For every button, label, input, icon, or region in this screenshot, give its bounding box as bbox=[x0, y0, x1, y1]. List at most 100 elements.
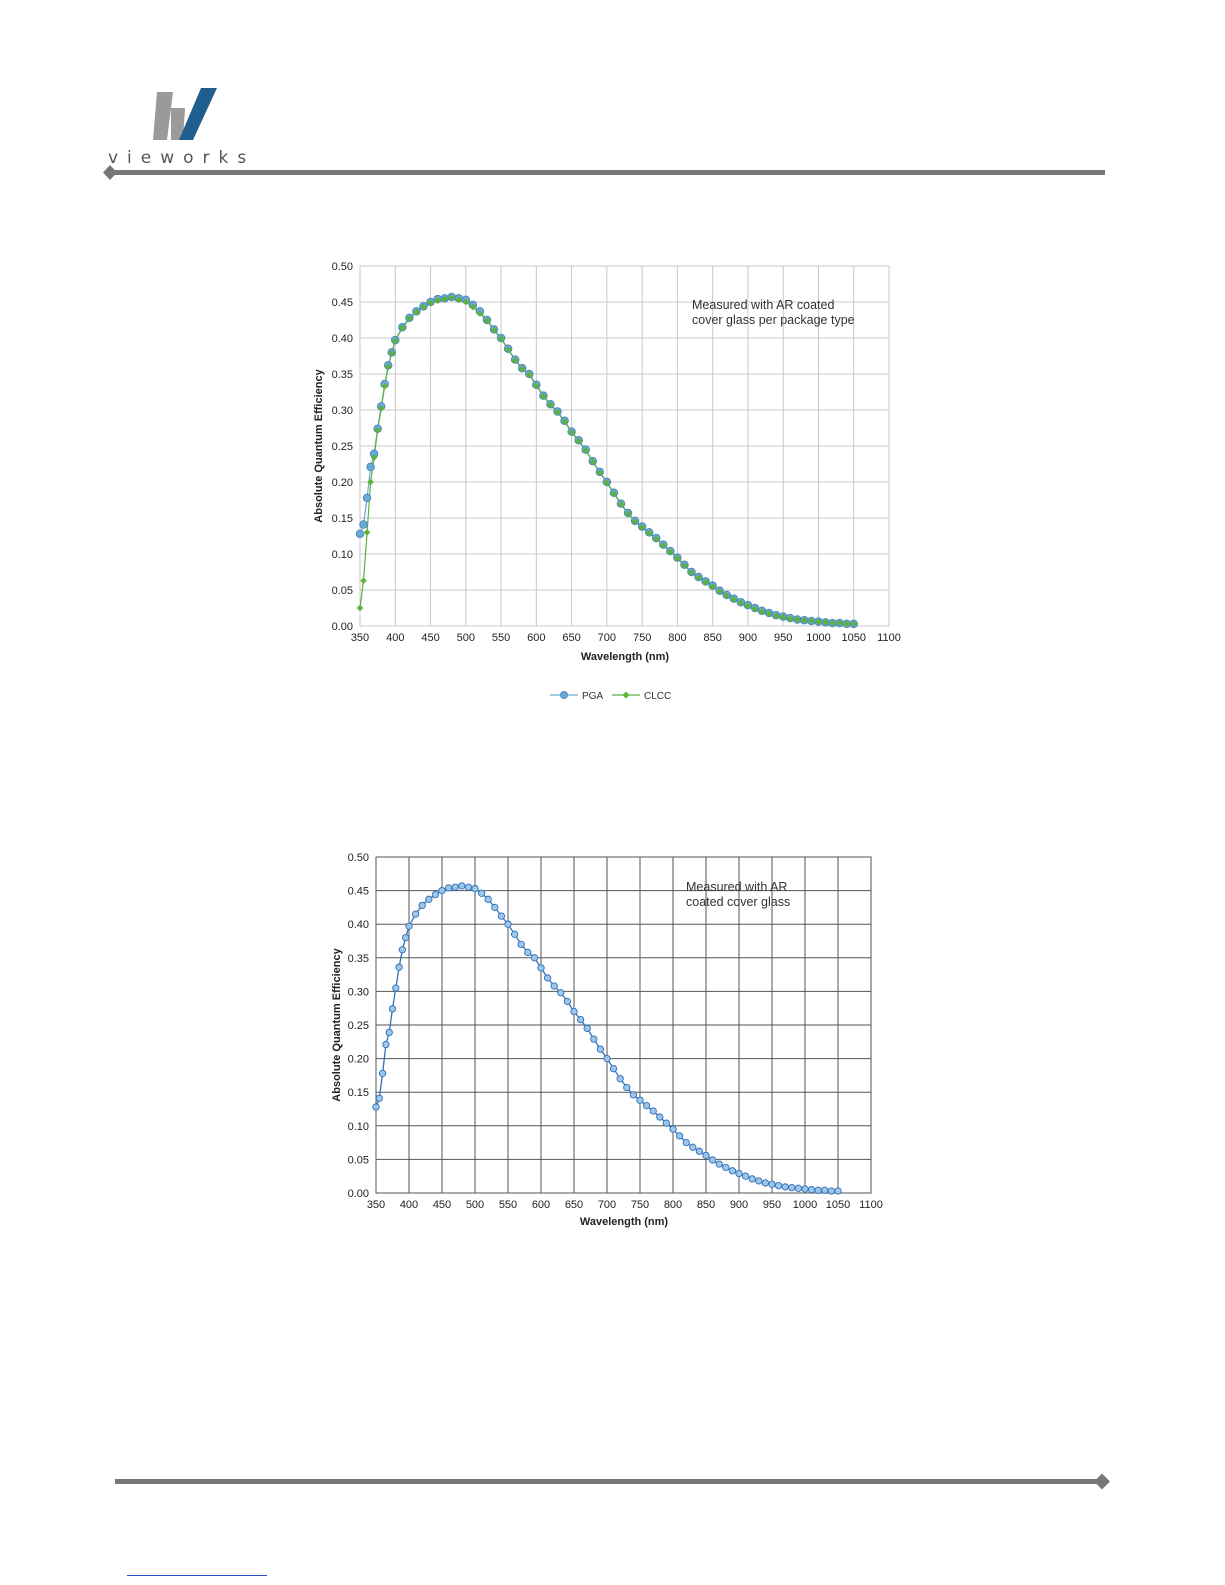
footer-diamond-icon bbox=[1094, 1473, 1110, 1490]
qe-chart-package-comparison: 350 400 450 500 550 600 650 700 750 800 850 900 950 1… bbox=[313, 261, 901, 702]
data-point bbox=[786, 615, 794, 623]
data-point bbox=[413, 308, 420, 316]
data-point bbox=[568, 429, 575, 436]
data-point bbox=[708, 1156, 717, 1164]
data-point bbox=[645, 529, 653, 537]
data-point bbox=[411, 910, 420, 918]
data-point bbox=[610, 490, 618, 497]
x-tick-label: 700 bbox=[598, 1199, 616, 1211]
x-axis-title: Wavelength (nm) bbox=[580, 1216, 669, 1228]
data-point bbox=[570, 1007, 578, 1016]
y-tick-label: 0.40 bbox=[332, 333, 353, 345]
data-point bbox=[484, 895, 492, 903]
data-point bbox=[715, 1160, 723, 1168]
data-point bbox=[801, 616, 808, 624]
data-point bbox=[375, 1094, 383, 1102]
x-tick-label: 750 bbox=[633, 632, 651, 644]
data-point bbox=[758, 608, 766, 615]
data-point bbox=[469, 303, 477, 311]
data-point bbox=[794, 1184, 803, 1192]
footer-link-underline bbox=[127, 1575, 267, 1576]
x-tick-label: 950 bbox=[774, 632, 792, 644]
data-point bbox=[518, 365, 526, 373]
data-point bbox=[695, 1147, 704, 1155]
data-point bbox=[741, 1172, 750, 1180]
x-tick-label: 850 bbox=[697, 1199, 715, 1211]
data-point bbox=[596, 1045, 605, 1053]
data-point bbox=[822, 619, 829, 626]
data-point bbox=[814, 1186, 822, 1194]
data-point bbox=[471, 884, 479, 893]
x-tick-label: 1000 bbox=[793, 1199, 817, 1211]
logo-w-gray-stroke-2 bbox=[171, 108, 185, 140]
data-point bbox=[642, 1101, 651, 1110]
data-point bbox=[543, 974, 552, 982]
data-point bbox=[402, 933, 410, 942]
x-tick-label: 950 bbox=[763, 1199, 781, 1211]
legend-label-clcc: CLCC bbox=[644, 691, 671, 702]
y-axis-title: Absolute Quantum Efficiency bbox=[331, 947, 343, 1101]
x-tick-label: 350 bbox=[351, 632, 369, 644]
data-point bbox=[398, 946, 407, 954]
data-point bbox=[834, 1187, 842, 1195]
legend-label-pga: PGA bbox=[582, 691, 603, 702]
x-tick-label: 900 bbox=[730, 1199, 748, 1211]
data-point bbox=[772, 612, 780, 620]
data-point bbox=[737, 599, 745, 607]
data-point bbox=[681, 562, 688, 569]
legend-item-clcc: CLCC bbox=[612, 691, 671, 702]
data-point bbox=[768, 1180, 776, 1188]
data-point bbox=[425, 895, 433, 903]
data-point bbox=[702, 1151, 710, 1160]
data-point bbox=[381, 382, 388, 390]
data-point bbox=[748, 1175, 756, 1183]
data-point bbox=[391, 337, 399, 345]
x-tick-label: 1100 bbox=[859, 1199, 883, 1211]
y-tick-label: 0.15 bbox=[348, 1087, 369, 1099]
data-point bbox=[744, 602, 752, 610]
data-point bbox=[765, 610, 773, 618]
legend-item-pga: PGA bbox=[550, 690, 603, 702]
y-tick-label: 0.25 bbox=[348, 1020, 369, 1032]
data-point bbox=[491, 903, 499, 912]
data-point bbox=[547, 401, 554, 409]
data-point bbox=[557, 989, 565, 997]
data-point bbox=[497, 912, 506, 920]
data-point bbox=[418, 901, 426, 910]
data-point bbox=[444, 884, 453, 892]
data-point bbox=[723, 592, 731, 600]
x-tick-label: 650 bbox=[565, 1199, 583, 1211]
x-tick-label: 900 bbox=[739, 632, 757, 644]
data-point bbox=[730, 596, 738, 603]
data-point bbox=[476, 310, 484, 317]
data-point bbox=[366, 462, 375, 472]
y-tick-label: 0.35 bbox=[348, 953, 369, 965]
x-tick-label: 400 bbox=[400, 1199, 418, 1211]
data-point bbox=[709, 583, 716, 590]
data-point bbox=[392, 984, 400, 992]
data-point bbox=[382, 1040, 390, 1049]
data-point bbox=[530, 954, 539, 962]
vieworks-logo bbox=[153, 88, 217, 140]
y-tick-label: 0.30 bbox=[332, 405, 353, 417]
data-point bbox=[755, 1177, 763, 1185]
logo-w-gray-stroke bbox=[153, 92, 173, 140]
data-point bbox=[462, 298, 470, 306]
data-point bbox=[441, 295, 448, 303]
x-tick-label: 1000 bbox=[806, 632, 830, 644]
data-point bbox=[652, 535, 660, 543]
y-tick-label: 0.10 bbox=[332, 549, 353, 561]
data-point bbox=[702, 578, 709, 586]
data-point bbox=[405, 922, 413, 930]
data-point bbox=[801, 1185, 809, 1193]
header-diamond-icon bbox=[103, 165, 117, 180]
data-point bbox=[561, 418, 568, 425]
data-point bbox=[355, 529, 365, 539]
data-point bbox=[603, 479, 611, 487]
data-point bbox=[524, 948, 532, 957]
x-tick-label: 650 bbox=[562, 632, 580, 644]
data-point bbox=[360, 577, 367, 584]
x-tick-label: 850 bbox=[703, 632, 721, 644]
data-point bbox=[589, 458, 597, 466]
x-tick-label: 450 bbox=[433, 1199, 451, 1211]
